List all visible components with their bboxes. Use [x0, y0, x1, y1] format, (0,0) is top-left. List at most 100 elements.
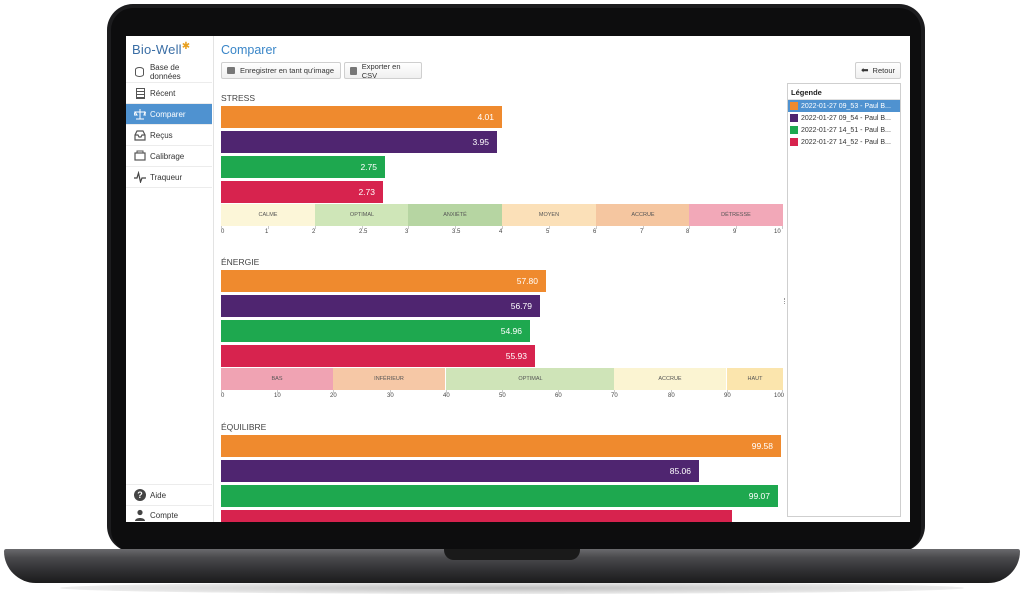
sidebar-item-compare[interactable]: Comparer [126, 104, 212, 125]
laptop-notch [444, 549, 580, 560]
axis-tick-line [221, 390, 222, 393]
axis-tick-line [362, 226, 363, 229]
axis-tick-line [277, 390, 278, 393]
image-icon [227, 67, 235, 74]
axis-tick-line [558, 390, 559, 393]
document-list-icon [134, 87, 146, 99]
sidebar-item-help[interactable]: ? Aide [126, 484, 212, 506]
axis-tick-label: 3.5 [452, 229, 461, 235]
axis-tick-label: 8 [686, 229, 690, 235]
bar-value-label: 3.95 [472, 137, 489, 147]
axis-tick-line [268, 226, 269, 229]
axis-tick-line [455, 226, 456, 229]
axis-tick-label: 10 [274, 393, 281, 399]
axis-tick-label: 2 [312, 229, 316, 235]
chart-bar: 55.93 [221, 345, 535, 367]
sidebar-item-label: Traqueur [150, 172, 183, 182]
axis-tick-line [614, 390, 615, 393]
legend-entry[interactable]: 2022-01-27 14_52 - Paul B... [788, 136, 900, 148]
axis-tick-label: 100 [774, 393, 785, 399]
sidebar-item-tracker[interactable]: Traqueur [126, 167, 212, 188]
range-band: DÉTRESSE [689, 204, 783, 226]
sidebar-item-calibration[interactable]: Calibrage [126, 146, 212, 167]
axis-tick-line [596, 226, 597, 229]
axis-tick-label: 20 [330, 393, 337, 399]
app-screen: Bio-Well✱ Base de données Récent Compare… [126, 36, 910, 522]
database-icon [134, 66, 146, 78]
range-band: ACCRUE [614, 368, 726, 390]
bar-value-label: 99.58 [751, 441, 773, 451]
axis-tick-label: 4 [499, 229, 503, 235]
back-label: Retour [872, 66, 896, 75]
legend-panel: Légende 2022-01-27 09_53 - Paul B... 2022… [787, 83, 901, 517]
bar-value-label: 54.96 [500, 326, 522, 336]
legend-swatch [790, 114, 798, 122]
back-button[interactable]: ⬅ Retour [855, 62, 901, 79]
legend-swatch [790, 126, 798, 134]
bar-value-label: 2.75 [360, 162, 377, 172]
axis-tick-label: 5 [546, 229, 550, 235]
chart-bar [221, 510, 732, 522]
app-logo: Bio-Well✱ [132, 41, 191, 57]
chart-bar: 3.95 [221, 131, 497, 153]
range-band: MOYEN [502, 204, 596, 226]
chart-bar: 4.01 [221, 106, 502, 128]
legend-entry[interactable]: 2022-01-27 14_51 - Paul B... [788, 124, 900, 136]
chart-bar: 99.58 [221, 435, 781, 457]
range-band: INFÉRIEUR [333, 368, 445, 390]
chart-bar: 57.80 [221, 270, 546, 292]
chart-bar: 2.73 [221, 181, 383, 203]
bar-value-label: 2.73 [358, 187, 375, 197]
sidebar-item-received[interactable]: Reçus [126, 125, 212, 146]
axis-tick-label: 60 [555, 393, 562, 399]
sidebar-item-label: Aide [150, 490, 167, 500]
legend-entry[interactable]: 2022-01-27 09_54 - Paul B... [788, 112, 900, 124]
axis-tick-line [727, 390, 728, 393]
axis-tick-label: 3 [405, 229, 409, 235]
sidebar-item-recent[interactable]: Récent [126, 83, 212, 104]
axis-tick-line [671, 390, 672, 393]
axis-tick-line [736, 226, 737, 229]
sidebar-item-account[interactable]: Compte [126, 505, 212, 522]
axis-tick-line [446, 390, 447, 393]
user-icon [134, 509, 146, 521]
axis-tick-label: 0 [221, 393, 225, 399]
axis-tick-label: 40 [443, 393, 450, 399]
chart-bar: 85.06 [221, 460, 699, 482]
sidebar-item-label: Reçus [150, 130, 173, 140]
sidebar: Bio-Well✱ Base de données Récent Compare… [126, 36, 214, 522]
bar-value-label: 85.06 [669, 466, 691, 476]
axis-tick-label: 10 [774, 229, 781, 235]
sidebar-item-label: Compte [150, 510, 179, 520]
sidebar-item-label: Base de données [149, 63, 181, 81]
legend-entry-label: 2022-01-27 09_53 - Paul B... [801, 102, 891, 110]
axis-tick-label: 9 [733, 229, 737, 235]
axis-tick-line [549, 226, 550, 229]
chart-bar: 54.96 [221, 320, 530, 342]
inbox-icon [134, 129, 146, 141]
axis-tick-line [689, 226, 690, 229]
comparison-charts: STRESS ÉNERGIE ÉQUILIBRE 4.01 3.95 2.75 2.7… [221, 86, 784, 522]
stress-chart-title: STRESS [221, 93, 256, 103]
range-band: OPTIMAL [315, 204, 409, 226]
legend-swatch [790, 102, 798, 110]
axis-tick-label: 0 [221, 229, 225, 235]
range-band: ACCRUE [596, 204, 690, 226]
axis-tick-label: 30 [387, 393, 394, 399]
axis-tick-label: 6 [593, 229, 597, 235]
axis-tick-line [643, 226, 644, 229]
save-image-button[interactable]: Enregistrer en tant qu'image [221, 62, 341, 79]
range-band: ANXIÉTÉ [408, 204, 502, 226]
legend-entry-label: 2022-01-27 14_52 - Paul B... [801, 138, 891, 146]
export-csv-button[interactable]: Exporter en CSV [344, 61, 422, 80]
sidebar-item-database[interactable]: Base de données [126, 62, 212, 83]
axis-tick-line [782, 226, 783, 229]
legend-entry[interactable]: 2022-01-27 09_53 - Paul B... [788, 100, 900, 112]
axis-tick-line [315, 226, 316, 229]
axis-tick-label: 80 [668, 393, 675, 399]
axis-tick-label: 7 [640, 229, 644, 235]
axis-tick-line [502, 226, 503, 229]
page-title: Comparer [221, 43, 277, 57]
export-csv-label: Exporter en CSV [361, 61, 401, 80]
pulse-icon [134, 171, 146, 183]
